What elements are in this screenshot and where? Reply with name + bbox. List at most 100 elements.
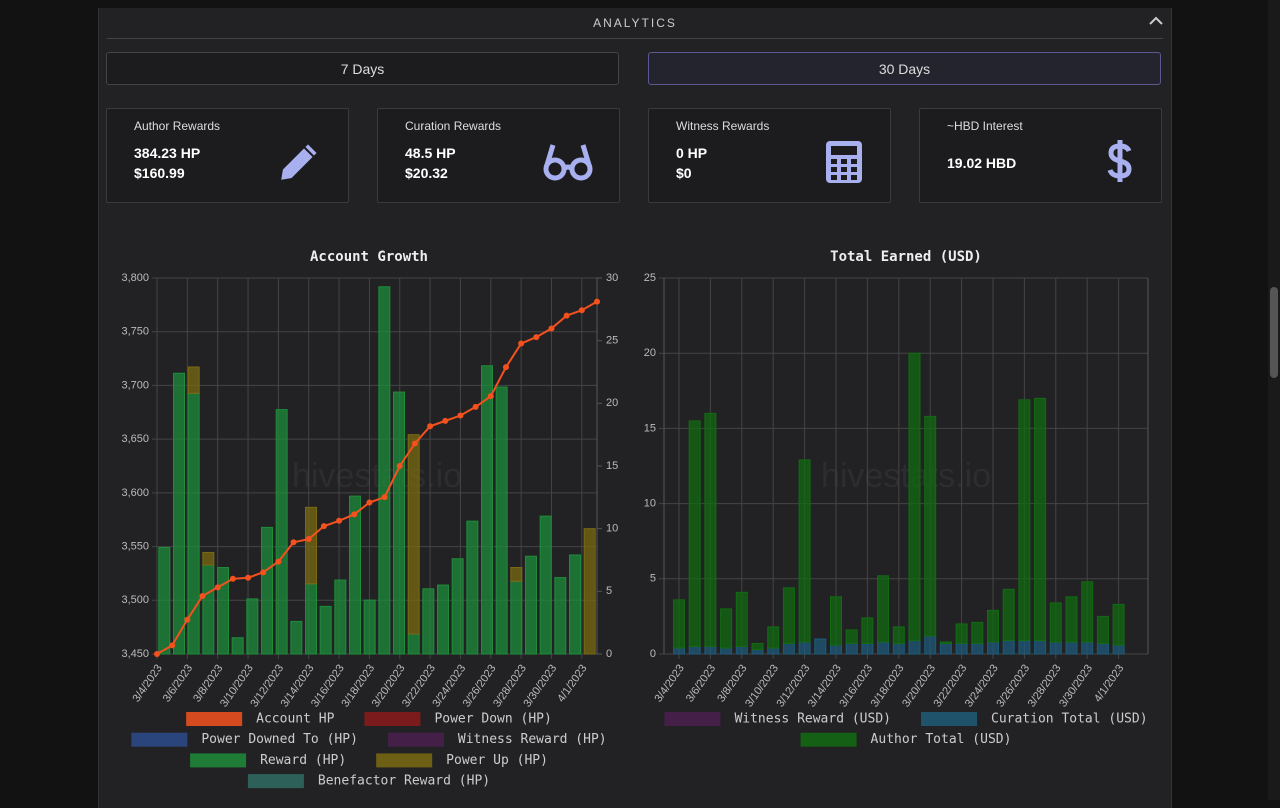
y-tick-label: 5 (650, 573, 656, 585)
stat-card: Author Rewards 384.23 HP $160.99 (106, 108, 349, 203)
bar (539, 515, 552, 655)
bar (407, 633, 420, 655)
bar (1034, 397, 1047, 641)
bar (246, 598, 259, 655)
legend-label: Account HP (256, 712, 334, 727)
bar (704, 412, 717, 647)
y-tick-label: 3,800 (121, 272, 149, 284)
bar (751, 642, 764, 650)
line-point (366, 499, 373, 506)
bar (583, 528, 596, 655)
legend-label: Reward (HP) (260, 753, 346, 768)
card-value: 48.5 HP (405, 145, 456, 161)
bar (1065, 641, 1078, 655)
y-tick-label: 3,600 (121, 487, 149, 499)
y-tick-label: 10 (644, 498, 656, 510)
bar (1049, 602, 1062, 643)
x-tick-label: 4/1/2023 (1092, 663, 1126, 705)
card-value: 384.23 HP (134, 145, 201, 161)
stat-card: ~HBD Interest 19.02 HBD (919, 108, 1162, 203)
legend-swatch (131, 732, 188, 747)
tab[interactable]: 7 Days (106, 52, 619, 85)
y2-tick-label: 20 (606, 397, 618, 409)
line-point (320, 523, 327, 530)
line-point (427, 423, 434, 430)
y-tick-label: 25 (644, 272, 656, 284)
legend-swatch (800, 732, 857, 747)
line-point (229, 575, 236, 582)
bar (939, 642, 952, 655)
bar (510, 567, 523, 582)
x-tick-label: 3/4/2023 (652, 663, 686, 705)
bar (924, 635, 937, 655)
legend-swatch (190, 753, 247, 768)
bar (939, 641, 952, 644)
bar (510, 580, 523, 655)
chart-title: Total Earned (USD) (830, 249, 982, 265)
card-value: 0 HP (676, 145, 708, 161)
legend-label: Benefactor Reward (HP) (318, 774, 490, 789)
bar (1081, 641, 1094, 655)
bar (334, 579, 347, 655)
bar (798, 641, 811, 655)
line-point (502, 364, 509, 371)
legend-swatch (921, 712, 977, 726)
line-point (351, 511, 358, 518)
bar (830, 644, 842, 655)
bar (495, 386, 508, 655)
bar (767, 626, 780, 649)
tab[interactable]: 30 Days (648, 52, 1161, 85)
bar (877, 575, 890, 643)
legend-label: Power Down (HP) (434, 712, 551, 727)
legend-label: Witness Reward (HP) (458, 732, 607, 747)
line-point (184, 616, 191, 623)
y2-tick-label: 0 (606, 648, 612, 660)
card-value: $160.99 (134, 165, 185, 181)
y2-tick-label: 10 (606, 523, 618, 535)
bar (158, 546, 171, 655)
bar (782, 642, 795, 655)
card-value: $0 (676, 165, 692, 181)
bar (782, 587, 795, 644)
legend-swatch (376, 753, 433, 768)
line-point (154, 651, 160, 657)
line-point (396, 463, 403, 469)
bar (451, 558, 464, 655)
panel-header[interactable]: ANALYTICS (107, 8, 1163, 39)
line-point (533, 334, 540, 341)
bar (525, 555, 537, 655)
bar (987, 609, 999, 643)
bar (437, 584, 449, 655)
y2-tick-label: 30 (606, 272, 618, 284)
x-tick-label: 3/8/2023 (715, 663, 749, 705)
y-tick-label: 3,700 (121, 379, 149, 391)
bar (971, 642, 984, 655)
card-title: ~HBD Interest (947, 119, 1023, 133)
line-point (548, 325, 555, 332)
line-point (487, 393, 494, 400)
bar (1018, 639, 1031, 655)
line-point (336, 517, 343, 524)
line-point (442, 417, 449, 424)
bar (261, 526, 273, 655)
bar (305, 583, 317, 655)
x-tick-label: 3/6/2023 (684, 663, 718, 705)
line-point (594, 298, 600, 305)
collapse-icon[interactable] (1149, 16, 1163, 26)
bar (861, 642, 874, 655)
line-point (411, 440, 418, 447)
y-tick-label: 3,450 (121, 648, 149, 660)
bar (735, 591, 748, 647)
line-point (169, 642, 176, 649)
card-title: Witness Rewards (676, 119, 770, 133)
legend-label: Curation Total (USD) (991, 712, 1148, 727)
bar (673, 647, 685, 655)
scrollbar[interactable] (1268, 0, 1280, 800)
line-point (199, 592, 206, 599)
bar (955, 623, 968, 644)
x-tick-label: 4/1/2023 (555, 663, 589, 705)
line-point (290, 539, 297, 546)
scroll-thumb[interactable] (1270, 287, 1278, 378)
y-tick-label: 3,750 (121, 326, 149, 338)
